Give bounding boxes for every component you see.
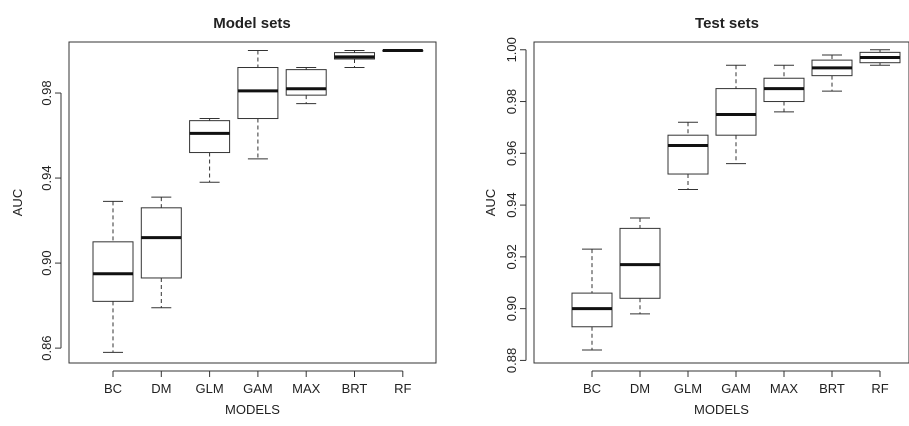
x-tick-label: BC xyxy=(104,381,122,396)
x-tick-label: GAM xyxy=(721,381,751,396)
x-tick-label: BRT xyxy=(819,381,845,396)
x-tick-label: GLM xyxy=(196,381,224,396)
y-tick-label: 0.88 xyxy=(504,348,519,373)
x-tick-label: MAX xyxy=(770,381,799,396)
box-max xyxy=(285,69,327,96)
model-sets-panel: Model sets MODELS AUC 0.86 0.90 0.94 0.98 BC DM G… xyxy=(10,15,437,417)
box-glm xyxy=(667,134,709,175)
x-tick-label: DM xyxy=(151,381,171,396)
x-axis-label: MODELS xyxy=(694,402,749,417)
box-glm xyxy=(189,120,231,154)
box-bc xyxy=(92,241,134,302)
box-gam xyxy=(237,67,279,120)
y-tick-label: 0.90 xyxy=(39,250,54,275)
y-tick-label: 0.96 xyxy=(504,141,519,166)
box-dm xyxy=(140,207,182,279)
y-tick-label: 1.00 xyxy=(504,37,519,62)
y-axis-label: AUC xyxy=(10,189,25,216)
x-tick-label: BRT xyxy=(342,381,368,396)
x-tick-label: GAM xyxy=(243,381,273,396)
y-tick-label: 0.94 xyxy=(504,192,519,217)
x-tick-label: DM xyxy=(630,381,650,396)
y-tick-label: 0.98 xyxy=(39,80,54,105)
chart-title: Model sets xyxy=(213,15,291,32)
chart-title: Test sets xyxy=(695,15,759,32)
x-axis-label: MODELS xyxy=(225,402,280,417)
plot-frame xyxy=(533,41,909,364)
box-gam xyxy=(715,88,757,136)
y-tick-label: 0.86 xyxy=(39,335,54,360)
x-tick-label: RF xyxy=(871,381,888,396)
y-tick-label: 0.98 xyxy=(504,89,519,114)
x-tick-label: MAX xyxy=(292,381,321,396)
y-tick-label: 0.90 xyxy=(504,296,519,321)
test-sets-panel: Test sets MODELS AUC 0.88 0.90 0.92 0.94 0.96 0.… xyxy=(483,15,909,417)
y-tick-label: 0.92 xyxy=(504,244,519,269)
x-tick-label: RF xyxy=(394,381,411,396)
y-axis-label: AUC xyxy=(483,189,498,216)
y-tick-label: 0.94 xyxy=(39,165,54,190)
x-tick-label: GLM xyxy=(674,381,702,396)
x-tick-label: BC xyxy=(583,381,601,396)
plot-frame xyxy=(68,41,437,364)
